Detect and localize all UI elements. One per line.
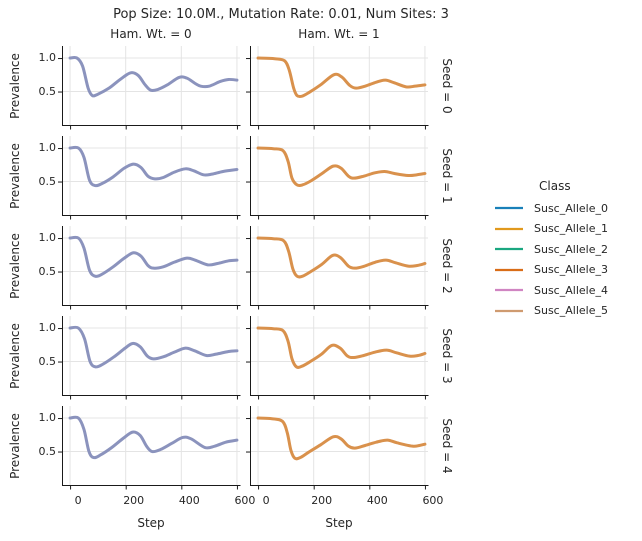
- y-tick-label: 0.5: [38, 354, 57, 368]
- y-tick-label: 1.0: [38, 231, 57, 245]
- x-tick-label: 200: [311, 494, 333, 507]
- x-tick-label: 600: [234, 494, 256, 507]
- y-axis-label: Prevalence: [8, 142, 22, 209]
- x-tick-label: 0: [74, 494, 82, 507]
- y-tick-label: 0.5: [38, 174, 57, 188]
- x-tick-label: 0: [262, 494, 270, 507]
- y-tick-label: 1.0: [38, 51, 57, 65]
- prevalence-line: [256, 416, 427, 461]
- legend-label: Susc_Allele_0: [534, 201, 608, 215]
- legend-label: Susc_Allele_2: [534, 242, 608, 256]
- row-label-seed-1: Seed = 1: [440, 147, 454, 204]
- prevalence-line: [256, 56, 427, 99]
- legend-entry-Susc_Allele_5: Susc_Allele_5: [493, 301, 608, 322]
- y-tick-label: 0.5: [38, 84, 57, 98]
- y-axis-label: Prevalence: [8, 52, 22, 119]
- prevalence-line: [256, 236, 427, 279]
- prevalence-line: [68, 145, 239, 188]
- x-tick-label: 600: [422, 494, 444, 507]
- y-tick-label: 1.0: [38, 411, 57, 425]
- x-tick-label: 400: [178, 494, 200, 507]
- prevalence-line: [68, 325, 239, 369]
- x-tick-label: 400: [366, 494, 388, 507]
- y-tick-label: 1.0: [38, 141, 57, 155]
- facet-seed-0-hamwt-1: [246, 46, 429, 130]
- col-header-hamwt-0: Ham. Wt. = 0: [110, 27, 192, 41]
- prevalence-line: [68, 235, 239, 278]
- facet-seed-4-hamwt-1: [246, 406, 429, 490]
- y-axis-label: Prevalence: [8, 412, 22, 479]
- y-tick-label: 0.5: [38, 444, 57, 458]
- legend-line-swatch: [495, 289, 523, 292]
- legend: Class Susc_Allele_0 Susc_Allele_1 Susc_All…: [493, 177, 608, 321]
- facet-seed-4-hamwt-0: [58, 406, 241, 490]
- legend-line-swatch: [495, 207, 523, 210]
- y-tick-label: 0.5: [38, 264, 57, 278]
- legend-label: Susc_Allele_3: [534, 263, 608, 277]
- x-tick-label: 200: [123, 494, 145, 507]
- legend-entry-Susc_Allele_3: Susc_Allele_3: [493, 260, 608, 281]
- figure-title: Pop Size: 10.0M., Mutation Rate: 0.01, N…: [113, 7, 449, 22]
- legend-label: Susc_Allele_4: [534, 283, 608, 297]
- x-axis-label-left: Step: [137, 516, 165, 530]
- row-label-seed-3: Seed = 3: [440, 327, 454, 384]
- legend-entry-Susc_Allele_2: Susc_Allele_2: [493, 239, 608, 260]
- prevalence-line: [256, 146, 427, 188]
- legend-entry-Susc_Allele_4: Susc_Allele_4: [493, 280, 608, 301]
- row-label-seed-2: Seed = 2: [440, 237, 454, 294]
- legend-label: Susc_Allele_1: [534, 222, 608, 236]
- y-axis-label: Prevalence: [8, 232, 22, 299]
- y-axis-label: Prevalence: [8, 322, 22, 389]
- legend-title: Class: [539, 179, 571, 193]
- facet-seed-2-hamwt-1: [246, 226, 429, 310]
- legend-label: Susc_Allele_5: [534, 304, 608, 318]
- legend-entries: Susc_Allele_0 Susc_Allele_1 Susc_Allele_2 S…: [493, 198, 608, 321]
- row-label-seed-4: Seed = 4: [440, 417, 454, 474]
- facet-seed-0-hamwt-0: [58, 46, 241, 130]
- legend-line-swatch: [495, 309, 523, 312]
- legend-entry-Susc_Allele_0: Susc_Allele_0: [493, 198, 608, 219]
- legend-entry-Susc_Allele_1: Susc_Allele_1: [493, 219, 608, 240]
- col-header-hamwt-1: Ham. Wt. = 1: [298, 27, 380, 41]
- x-axis-label-right: Step: [325, 516, 353, 530]
- legend-line-swatch: [495, 227, 523, 230]
- facet-seed-2-hamwt-0: [58, 226, 241, 310]
- legend-line-swatch: [495, 248, 523, 251]
- prevalence-line: [68, 415, 239, 460]
- prevalence-line: [256, 326, 427, 369]
- y-tick-label: 1.0: [38, 321, 57, 335]
- facet-seed-1-hamwt-1: [246, 136, 429, 220]
- facet-seed-3-hamwt-1: [246, 316, 429, 400]
- facet-seed-1-hamwt-0: [58, 136, 241, 220]
- legend-line-swatch: [495, 268, 523, 271]
- facet-seed-3-hamwt-0: [58, 316, 241, 400]
- row-label-seed-0: Seed = 0: [440, 57, 454, 114]
- prevalence-line: [68, 55, 239, 98]
